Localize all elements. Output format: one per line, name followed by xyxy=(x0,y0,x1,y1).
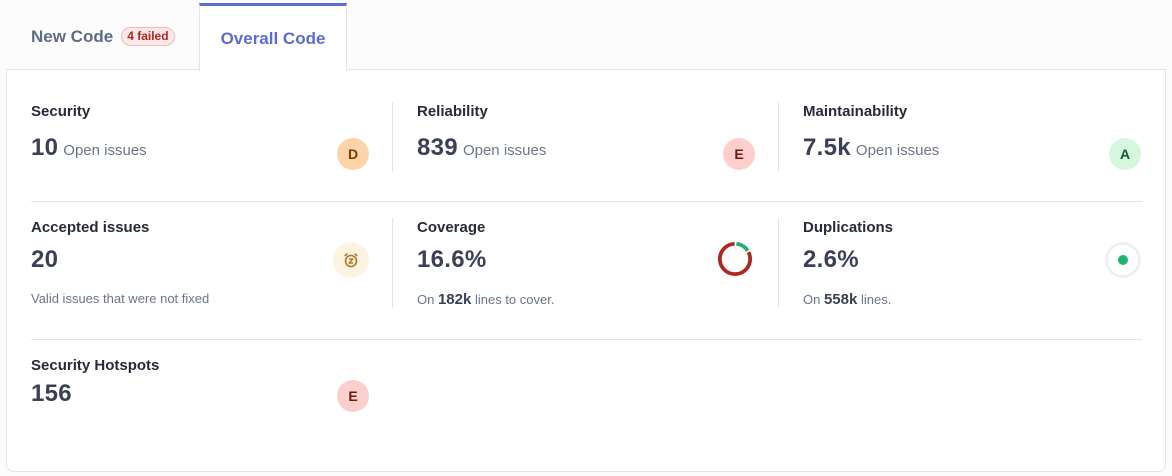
security-title: Security xyxy=(31,103,91,120)
accepted-issues-title: Accepted issues xyxy=(31,219,150,236)
tab-new-code[interactable]: New Code 4 failed xyxy=(31,3,175,70)
reliability-card[interactable]: Reliability 839 Open issues xyxy=(417,103,757,162)
security-value[interactable]: 10 xyxy=(31,134,59,161)
coverage-description: On 182k lines to cover. xyxy=(417,291,757,308)
reliability-suffix: Open issues xyxy=(462,142,547,159)
maintainability-value[interactable]: 7.5k xyxy=(803,134,851,161)
maintainability-rating-badge: A xyxy=(1109,138,1141,170)
reliability-rating-badge: E xyxy=(723,138,755,170)
coverage-lines-value[interactable]: 182k xyxy=(437,291,472,308)
divider xyxy=(778,102,779,172)
divider xyxy=(778,218,779,308)
failed-badge: 4 failed xyxy=(121,27,175,46)
reliability-value[interactable]: 839 xyxy=(417,134,458,161)
coverage-card[interactable]: Coverage 16.6% On 182k lines to cover. xyxy=(417,219,757,308)
tab-overall-code[interactable]: Overall Code xyxy=(199,3,347,71)
row-divider xyxy=(31,339,1142,340)
security-hotspots-rating-badge: E xyxy=(337,380,369,412)
maintainability-card[interactable]: Maintainability 7.5k Open issues xyxy=(803,103,1143,162)
coverage-donut-icon xyxy=(717,241,753,277)
coverage-desc-prefix: On xyxy=(417,292,435,307)
tab-new-code-label: New Code xyxy=(31,26,114,46)
coverage-title: Coverage xyxy=(417,219,486,236)
maintainability-title: Maintainability xyxy=(803,103,908,120)
security-hotspots-title: Security Hotspots xyxy=(31,357,160,374)
duplication-indicator-icon xyxy=(1105,242,1141,278)
security-card[interactable]: Security 10 Open issues xyxy=(31,103,371,162)
code-tabs: New Code 4 failed Overall Code xyxy=(0,0,1172,71)
coverage-desc-suffix: lines to cover. xyxy=(474,292,555,307)
accepted-issues-value[interactable]: 20 xyxy=(31,246,59,273)
security-suffix: Open issues xyxy=(63,142,147,159)
security-hotspots-card[interactable]: Security Hotspots 156 xyxy=(31,357,371,408)
duplications-lines-value[interactable]: 558k xyxy=(823,291,858,308)
maintainability-suffix: Open issues xyxy=(855,142,940,159)
row-divider xyxy=(31,201,1142,202)
security-hotspots-value[interactable]: 156 xyxy=(31,380,72,407)
duplications-desc-suffix: lines. xyxy=(860,292,892,307)
duplications-card[interactable]: Duplications 2.6% On 558k lines. xyxy=(803,219,1143,308)
divider xyxy=(392,102,393,172)
duplications-description: On 558k lines. xyxy=(803,291,1143,308)
accepted-issues-description: Valid issues that were not fixed xyxy=(31,291,210,306)
duplications-desc-prefix: On xyxy=(803,292,821,307)
measures-panel: Security 10 Open issues D Reliability 83… xyxy=(6,69,1166,472)
tab-overall-code-label: Overall Code xyxy=(220,28,326,48)
divider xyxy=(392,218,393,308)
duplications-value[interactable]: 2.6% xyxy=(803,246,859,273)
security-rating-badge: D xyxy=(337,138,369,170)
snooze-alarm-icon xyxy=(333,242,369,278)
coverage-value[interactable]: 16.6% xyxy=(417,246,487,273)
reliability-title: Reliability xyxy=(417,103,488,120)
duplications-title: Duplications xyxy=(803,219,894,236)
accepted-issues-card[interactable]: Accepted issues 20 Valid issues that wer… xyxy=(31,219,371,306)
